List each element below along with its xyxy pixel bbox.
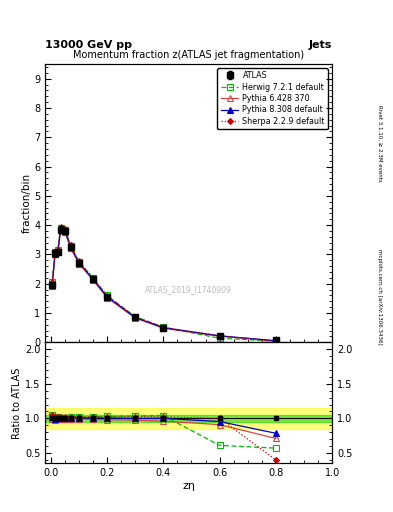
Pythia 6.428 370 [105, 295, 109, 301]
Sherpa 2.2.9 default [217, 332, 222, 338]
Pythia 8.308 default [77, 260, 81, 266]
Sherpa 2.2.9 default [53, 248, 57, 254]
Pythia 6.428 370 [217, 333, 222, 339]
Sherpa 2.2.9 default [50, 279, 55, 285]
Bar [45, 415, 332, 422]
Sherpa 2.2.9 default [58, 224, 63, 230]
Herwig 7.2.1 default [77, 259, 81, 265]
Sherpa 2.2.9 default [77, 259, 81, 265]
Sherpa 2.2.9 default [68, 242, 73, 248]
Herwig 7.2.1 default [50, 279, 55, 285]
Pythia 6.428 370 [161, 325, 166, 331]
Y-axis label: fraction/bin: fraction/bin [21, 173, 31, 233]
Pythia 8.308 default [62, 227, 67, 233]
Pythia 6.428 370 [50, 283, 55, 289]
Pythia 8.308 default [68, 243, 73, 249]
Line: Sherpa 2.2.9 default: Sherpa 2.2.9 default [50, 225, 278, 344]
Pythia 8.308 default [55, 248, 60, 254]
Pythia 6.428 370 [62, 228, 67, 234]
Sherpa 2.2.9 default [55, 247, 60, 253]
Herwig 7.2.1 default [91, 275, 95, 281]
Herwig 7.2.1 default [274, 338, 278, 344]
Y-axis label: Ratio to ATLAS: Ratio to ATLAS [12, 367, 22, 439]
Pythia 6.428 370 [68, 245, 73, 251]
Line: Herwig 7.2.1 default: Herwig 7.2.1 default [50, 225, 279, 344]
Herwig 7.2.1 default [53, 248, 57, 254]
Bar [45, 408, 332, 429]
Herwig 7.2.1 default [55, 247, 60, 253]
Pythia 8.308 default [274, 337, 278, 344]
Herwig 7.2.1 default [217, 335, 222, 342]
Pythia 8.308 default [91, 276, 95, 282]
Herwig 7.2.1 default [62, 226, 67, 232]
Pythia 6.428 370 [274, 338, 278, 344]
Sherpa 2.2.9 default [62, 226, 67, 232]
Herwig 7.2.1 default [133, 313, 138, 319]
Herwig 7.2.1 default [105, 292, 109, 298]
Pythia 6.428 370 [53, 251, 57, 258]
Pythia 6.428 370 [55, 249, 60, 255]
Pythia 8.308 default [161, 325, 166, 331]
X-axis label: zη: zη [182, 481, 195, 491]
Sherpa 2.2.9 default [161, 324, 166, 330]
Line: Pythia 6.428 370: Pythia 6.428 370 [50, 228, 279, 344]
Text: 13000 GeV pp: 13000 GeV pp [45, 39, 132, 50]
Pythia 6.428 370 [58, 227, 63, 233]
Pythia 8.308 default [53, 251, 57, 257]
Herwig 7.2.1 default [161, 324, 166, 330]
Pythia 6.428 370 [77, 261, 81, 267]
Sherpa 2.2.9 default [105, 293, 109, 299]
Sherpa 2.2.9 default [133, 314, 138, 320]
Herwig 7.2.1 default [58, 225, 63, 231]
Text: ATLAS_2019_I1740909: ATLAS_2019_I1740909 [145, 285, 232, 294]
Pythia 8.308 default [217, 333, 222, 339]
Pythia 6.428 370 [91, 277, 95, 283]
Sherpa 2.2.9 default [91, 275, 95, 281]
Pythia 8.308 default [133, 314, 138, 321]
Text: Jets: Jets [309, 39, 332, 50]
Text: Rivet 3.1.10, ≥ 2.3M events: Rivet 3.1.10, ≥ 2.3M events [377, 105, 382, 182]
Legend: ATLAS, Herwig 7.2.1 default, Pythia 6.428 370, Pythia 8.308 default, Sherpa 2.2.: ATLAS, Herwig 7.2.1 default, Pythia 6.42… [217, 68, 328, 129]
Pythia 6.428 370 [133, 315, 138, 321]
Text: mcplots.cern.ch [arXiv:1306.3436]: mcplots.cern.ch [arXiv:1306.3436] [377, 249, 382, 345]
Title: Momentum fraction z(ATLAS jet fragmentation): Momentum fraction z(ATLAS jet fragmentat… [73, 51, 304, 60]
Sherpa 2.2.9 default [274, 338, 278, 345]
Pythia 8.308 default [58, 226, 63, 232]
Line: Pythia 8.308 default: Pythia 8.308 default [50, 226, 279, 344]
Herwig 7.2.1 default [68, 243, 73, 249]
Pythia 8.308 default [50, 281, 55, 287]
Pythia 8.308 default [105, 293, 109, 300]
